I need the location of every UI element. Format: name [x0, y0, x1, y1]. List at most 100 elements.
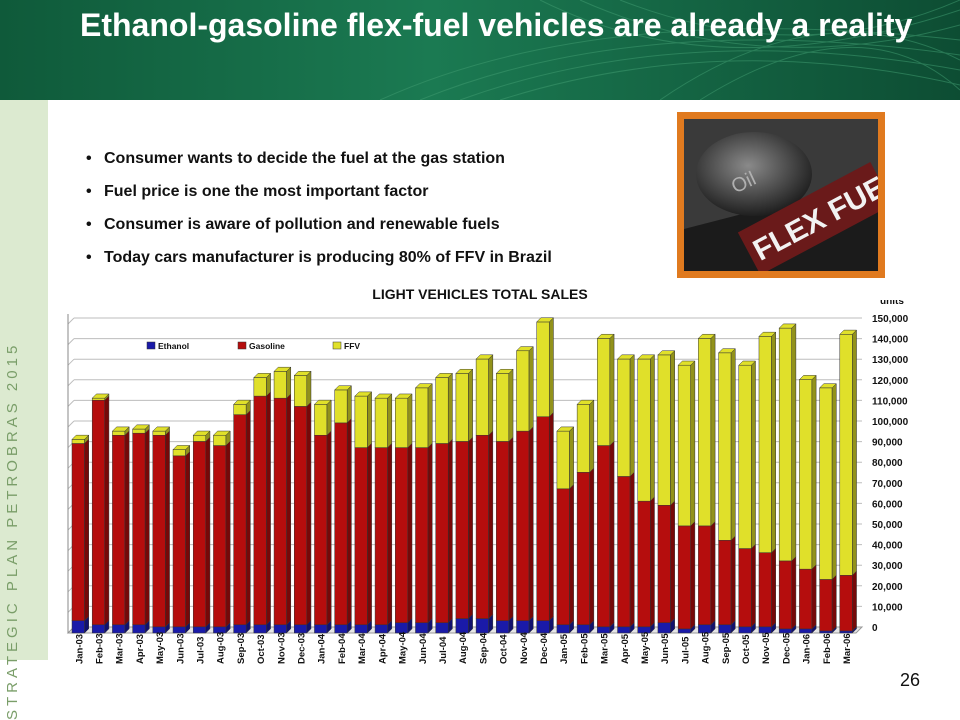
bar-side-ffv	[427, 383, 433, 449]
bar-top	[293, 371, 312, 376]
bar-ethanol	[819, 630, 833, 634]
bar-side-ffv	[710, 333, 716, 527]
legend-swatch	[237, 341, 247, 350]
x-tick-label: Jan-05	[559, 633, 570, 664]
bar-side-ffv	[346, 385, 352, 424]
units-label: units	[880, 300, 904, 307]
bar-ethanol	[617, 626, 631, 634]
y-tick-label: 30,000	[872, 561, 903, 572]
y-tick-label: 100,000	[872, 417, 909, 428]
bar-side-gasoline	[468, 436, 473, 620]
bar-side-gasoline	[751, 543, 756, 628]
bar-gasoline	[132, 432, 146, 626]
y-tick-label: 130,000	[872, 355, 909, 366]
bar-ethanol	[273, 624, 287, 634]
bar-side-gasoline	[326, 430, 332, 626]
bar-top	[273, 366, 292, 372]
bullet-dot-icon: •	[86, 216, 92, 233]
bar-ffv	[738, 364, 752, 549]
bar-top	[313, 399, 332, 405]
bar-top	[212, 430, 231, 436]
bar-ffv	[677, 364, 691, 527]
bar-side-ffv	[569, 426, 574, 490]
bar-side-gasoline	[791, 556, 797, 630]
bar-ethanol	[112, 624, 126, 634]
bar-gasoline	[294, 406, 308, 626]
bar-top	[738, 360, 757, 366]
bar-ffv	[395, 397, 409, 448]
bar-ffv	[192, 434, 207, 442]
bar-ffv	[698, 338, 712, 527]
bar-top	[657, 350, 676, 356]
bar-top	[192, 430, 211, 436]
bar-side-gasoline	[508, 436, 514, 622]
bar-side-gasoline	[447, 438, 453, 624]
bar-side-ffv	[548, 317, 554, 418]
oil-cap-shape	[696, 132, 812, 216]
bar-side-gasoline	[185, 451, 191, 628]
x-tick-label: Jul-05	[680, 636, 691, 664]
bar-gasoline	[677, 525, 691, 630]
x-tick-label: Mar-04	[357, 633, 368, 664]
bar-ethanol	[435, 622, 449, 634]
bar-gasoline	[799, 568, 813, 630]
x-tick-label: Nov-03	[276, 632, 287, 664]
bar-side-ffv	[690, 360, 696, 527]
header-pattern	[379, 0, 960, 100]
y-tick-label: 20,000	[872, 582, 903, 593]
x-tick-label: Apr-04	[377, 633, 388, 664]
bar-side-ffv	[609, 333, 615, 447]
bar-side-ffv	[286, 366, 292, 399]
bar-side-ffv	[488, 354, 494, 436]
gridline-depth	[67, 420, 75, 428]
bar-ffv	[415, 387, 429, 448]
bar-gasoline	[273, 397, 287, 626]
bullet-text: Consumer is aware of pollution and renew…	[104, 216, 500, 233]
bar-gasoline	[334, 422, 348, 626]
bullet-item: • Fuel price is one the most important fa…	[84, 175, 644, 208]
gridline-depth	[67, 317, 75, 325]
x-tick-label: Oct-04	[499, 634, 510, 664]
bar-side-gasoline	[730, 535, 736, 626]
x-tick-label: Jun-05	[660, 633, 671, 664]
y-tick-label: 10,000	[872, 602, 903, 613]
bar-ethanol	[536, 620, 550, 634]
x-tick-label: Aug-05	[701, 631, 712, 664]
bar-ffv	[374, 397, 388, 448]
bar-side-gasoline	[245, 409, 251, 626]
bar-top	[839, 329, 858, 335]
flex-fuel-photo: Oil FLEX FUEL	[677, 112, 885, 278]
bar-ethanol	[233, 624, 247, 634]
bar-ethanol	[839, 630, 853, 634]
x-tick-label: Dec-04	[539, 632, 550, 664]
bar-top	[475, 354, 494, 360]
y-tick-label: 120,000	[872, 376, 909, 387]
bar-side-ffv	[650, 354, 655, 502]
bar-top	[596, 333, 615, 339]
page-number: 26	[900, 670, 921, 690]
bar-top	[91, 393, 110, 399]
bar-top	[616, 354, 635, 360]
bar-ffv	[253, 377, 267, 397]
bar-ethanol	[475, 618, 489, 634]
y-tick-label: 90,000	[872, 438, 903, 449]
bar-ethanol	[799, 628, 813, 634]
bar-top	[637, 354, 656, 360]
bar-ethanol	[71, 620, 85, 634]
x-tick-label: Jul-04	[438, 636, 449, 664]
bar-gasoline	[516, 430, 530, 621]
bar-side-gasoline	[367, 442, 372, 626]
bar-gasoline	[253, 395, 267, 626]
bar-top	[697, 333, 716, 339]
bar-ffv	[556, 430, 570, 490]
bar-side-ffv	[508, 368, 514, 443]
bar-side-ffv	[751, 360, 756, 550]
bar-ffv	[516, 350, 530, 432]
bar-top	[677, 360, 696, 366]
y-tick-label: 40,000	[872, 541, 903, 552]
bar-gasoline	[718, 540, 732, 626]
x-tick-label: Feb-04	[337, 633, 348, 664]
bar-side-gasoline	[589, 467, 595, 626]
bar-side-gasoline	[346, 418, 352, 626]
bar-top	[354, 391, 373, 397]
